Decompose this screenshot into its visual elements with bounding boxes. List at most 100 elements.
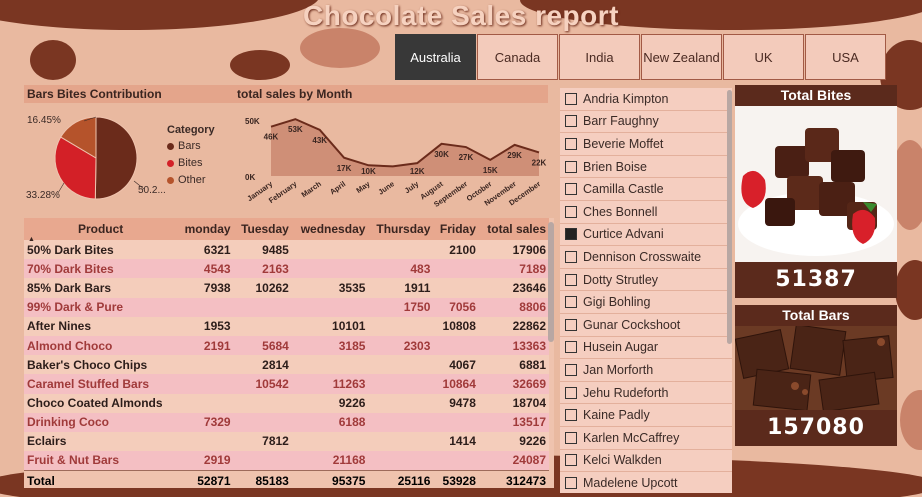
chocolate-bites-image <box>735 106 897 262</box>
data-label: 30K <box>434 150 449 159</box>
salesperson-item[interactable]: Jan Morforth <box>560 359 732 382</box>
salesperson-item[interactable]: Gigi Bohling <box>560 291 732 314</box>
column-header-thursday[interactable]: Thursday <box>368 218 434 240</box>
salesperson-checkbox[interactable] <box>565 92 577 105</box>
salesperson-checkbox[interactable] <box>565 296 577 309</box>
table-row[interactable]: 85% Dark Bars 7938 10262 3535 1911 23646 <box>24 278 549 298</box>
sales-cell: 8806 <box>478 297 549 317</box>
column-header-wednesday[interactable]: wednesday <box>291 218 369 240</box>
salesperson-checkbox[interactable] <box>565 386 577 399</box>
salesperson-checkbox[interactable] <box>565 409 577 422</box>
table-row[interactable]: Baker's Choco Chips 2814 4067 6881 <box>24 355 549 375</box>
table-row[interactable]: Drinking Coco 7329 6188 13517 <box>24 412 549 432</box>
country-tab-usa[interactable]: USA <box>805 34 886 80</box>
salesperson-checkbox[interactable] <box>565 228 577 241</box>
sales-cell: 3535 <box>291 278 369 298</box>
table-row[interactable]: Almond Choco 2191 5684 3185 2303 13363 <box>24 335 549 356</box>
country-tab-canada[interactable]: Canada <box>477 34 558 80</box>
table-row[interactable]: Caramel Stuffed Bars 10542 11263 10864 32669 <box>24 374 549 394</box>
salesperson-item[interactable]: Dennison Crosswaite <box>560 246 732 269</box>
legend-dot-icon <box>167 159 174 167</box>
salesperson-checkbox[interactable] <box>565 250 577 263</box>
salesperson-checkbox[interactable] <box>565 341 577 354</box>
sales-cell <box>291 355 369 375</box>
salesperson-item[interactable]: Kelci Walkden <box>560 449 732 473</box>
salesperson-checkbox[interactable] <box>565 137 577 150</box>
salesperson-item[interactable]: Andria Kimpton <box>560 88 732 111</box>
salesperson-item[interactable]: Kaine Padly <box>560 404 732 427</box>
pie-chart-panel: 16.45% 33.28% 50.2... Category Bars Bites… <box>24 103 239 213</box>
salesperson-checkbox[interactable] <box>565 115 577 128</box>
slicer-scrollbar[interactable] <box>727 90 732 344</box>
pie-slice-bites[interactable] <box>54 136 97 200</box>
country-tab-uk[interactable]: UK <box>723 34 804 80</box>
salesperson-checkbox[interactable] <box>565 205 577 218</box>
salesperson-item[interactable]: Beverie Moffet <box>560 133 732 156</box>
salesperson-checkbox[interactable] <box>565 454 577 467</box>
table-row[interactable]: 99% Dark & Pure 1750 7056 8806 <box>24 297 549 317</box>
sales-cell: 1750 <box>368 297 434 317</box>
table-row[interactable]: Choco Coated Almonds 9226 9478 18704 <box>24 393 549 413</box>
legend-title: Category <box>167 124 215 136</box>
table-row[interactable]: 70% Dark Bites 4543 2163 483 7189 <box>24 259 549 279</box>
salesperson-checkbox[interactable] <box>565 476 577 489</box>
column-header-friday[interactable]: Friday <box>433 218 479 240</box>
pie-chart[interactable] <box>24 103 239 213</box>
total-cell: 312473 <box>478 469 549 488</box>
salesperson-item[interactable]: Jehu Rudeforth <box>560 381 732 405</box>
salesperson-checkbox[interactable] <box>565 318 577 331</box>
salesperson-checkbox[interactable] <box>565 273 577 286</box>
column-header-total-sales[interactable]: total sales <box>478 218 549 240</box>
country-tab-australia[interactable]: Australia <box>395 34 476 80</box>
pie-slice-bars[interactable] <box>94 116 138 200</box>
sales-line[interactable] <box>270 118 540 168</box>
x-tick-label: April <box>328 179 347 196</box>
country-tab-india[interactable]: India <box>559 34 640 80</box>
product-name-cell: Choco Coated Almonds <box>24 393 178 413</box>
sales-cell <box>433 335 479 356</box>
sales-cell: 9478 <box>433 393 479 413</box>
line-title: total sales by Month <box>237 87 353 101</box>
country-tab-new-zealand[interactable]: New Zealand <box>641 34 722 80</box>
data-label: 10K <box>361 167 376 176</box>
salesperson-item[interactable]: Karlen McCaffrey <box>560 426 732 450</box>
salesperson-item[interactable]: Dotty Strutley <box>560 268 732 292</box>
salesperson-checkbox[interactable] <box>565 160 577 173</box>
salesperson-item[interactable]: Barr Faughny <box>560 110 732 134</box>
salesperson-item[interactable]: Brien Boise <box>560 155 732 179</box>
total-cell: 53928 <box>433 469 479 488</box>
legend-item-bites[interactable]: Bites <box>167 157 215 169</box>
column-header-tuesday[interactable]: Tuesday <box>233 218 292 240</box>
legend-item-other[interactable]: Other <box>167 174 215 186</box>
table-row[interactable]: Eclairs 7812 1414 9226 <box>24 431 549 452</box>
salesperson-item[interactable]: Husein Augar <box>560 336 732 360</box>
salesperson-item[interactable]: Madelene Upcott <box>560 472 732 493</box>
legend-item-bars[interactable]: Bars <box>167 140 215 152</box>
sales-cell: 10864 <box>433 374 479 394</box>
table-row[interactable]: After Nines 1953 10101 10808 22862 <box>24 316 549 336</box>
salesperson-item[interactable]: Camilla Castle <box>560 178 732 201</box>
sales-cell: 2191 <box>177 335 234 356</box>
salesperson-checkbox[interactable] <box>565 183 577 196</box>
table-row[interactable]: Fruit & Nut Bars 2919 21168 24087 <box>24 451 549 471</box>
sales-cell: 22862 <box>478 316 549 336</box>
salesperson-checkbox[interactable] <box>565 431 577 444</box>
legend-label: Bars <box>178 140 201 152</box>
sales-cell <box>291 240 369 260</box>
sort-arrow-icon[interactable]: ▲ <box>28 236 35 243</box>
salesperson-item[interactable]: Gunar Cockshoot <box>560 313 732 337</box>
sales-cell <box>233 316 292 336</box>
salesperson-checkbox[interactable] <box>565 363 577 376</box>
salesperson-name: Gigi Bohling <box>583 295 651 310</box>
data-label: 22K <box>532 158 547 167</box>
table-row[interactable]: 50% Dark Bites 6321 9485 2100 17906 <box>24 240 549 260</box>
table-scrollbar[interactable] <box>548 222 554 342</box>
column-header-monday[interactable]: monday <box>177 218 234 240</box>
column-header-product[interactable]: Product <box>24 218 178 240</box>
sales-cell: 483 <box>368 259 434 279</box>
pie-leader-line <box>83 116 97 122</box>
legend-label: Other <box>178 174 206 186</box>
salesperson-item[interactable]: Ches Bonnell <box>560 200 732 224</box>
salesperson-item[interactable]: Curtice Advani <box>560 223 732 247</box>
